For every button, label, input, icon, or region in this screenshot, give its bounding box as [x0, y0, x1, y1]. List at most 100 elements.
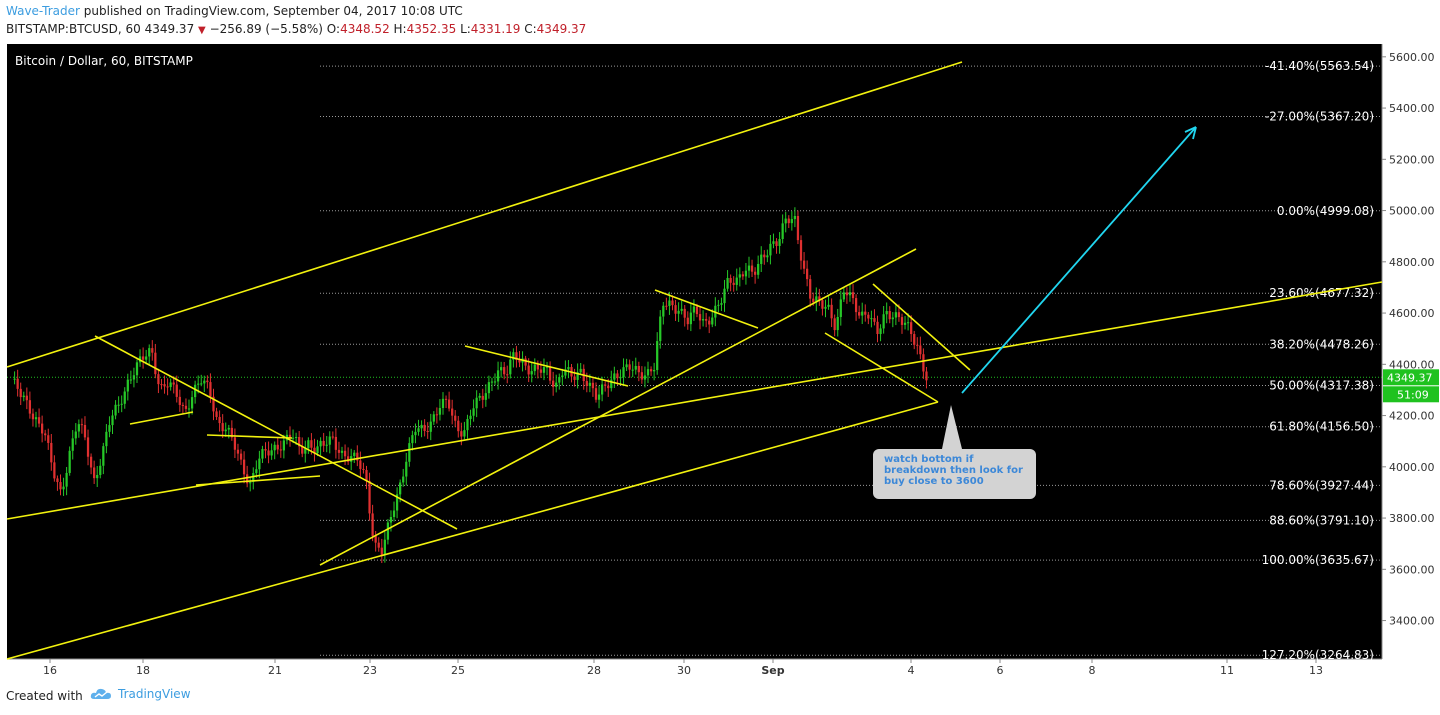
candle-body: [270, 450, 273, 456]
x-tick-label: 30: [677, 664, 691, 676]
candle-body: [750, 265, 754, 272]
candle-body: [475, 397, 478, 409]
candle-body: [414, 431, 417, 436]
chart-area[interactable]: -41.40%(5563.54) -27.00%(5367.20) 0.00%(49…: [0, 44, 1440, 676]
candle-body: [625, 364, 628, 368]
candle-body: [282, 440, 285, 451]
candle-body: [13, 378, 16, 380]
candle-body: [515, 352, 518, 360]
y-tick-label: 3400.00: [1389, 615, 1435, 628]
candle-body: [441, 398, 445, 408]
price-chart[interactable]: -41.40%(5563.54) -27.00%(5367.20) 0.00%(49…: [0, 44, 1440, 676]
candle-body: [766, 255, 769, 258]
candle-body: [472, 408, 475, 416]
candle-body: [689, 312, 692, 325]
candle-body: [558, 377, 561, 383]
candle-body: [334, 436, 338, 450]
left-margin: [0, 44, 7, 676]
candle-body: [613, 373, 616, 380]
candle-body: [744, 270, 748, 277]
candle-body: [44, 433, 47, 436]
x-tick-label: 13: [1309, 664, 1323, 676]
candle-body: [527, 365, 530, 375]
candle-body: [579, 368, 582, 373]
candle-body: [536, 364, 539, 370]
candle-body: [665, 305, 668, 307]
author-link[interactable]: Wave-Trader: [6, 4, 80, 18]
candle-body: [276, 444, 279, 450]
candle-body: [117, 404, 120, 406]
target-arrow-head: [1184, 126, 1197, 140]
candle-body: [729, 277, 732, 283]
candle-body: [218, 416, 221, 424]
candle-body: [239, 453, 243, 460]
candle-body: [757, 263, 760, 275]
candle-body: [89, 456, 93, 468]
candle-body: [842, 292, 845, 300]
candle-body: [882, 314, 885, 329]
candle-body: [845, 292, 849, 296]
brand-label: TradingView: [118, 687, 191, 701]
candle-body: [548, 366, 552, 381]
candle-body: [451, 408, 454, 416]
candle-body: [894, 312, 897, 318]
symbol-label: BITSTAMP:BTCUSD, 60: [6, 22, 141, 36]
candle-body: [854, 298, 858, 313]
candle-body: [157, 374, 160, 385]
candle-body: [466, 419, 469, 431]
candle-body: [530, 371, 533, 375]
candle-body: [37, 417, 41, 424]
candle-body: [741, 274, 744, 277]
candle-body: [619, 377, 622, 379]
candle-body: [555, 382, 558, 387]
candle-body: [818, 296, 821, 301]
candle-body: [827, 304, 830, 307]
candle-body: [775, 241, 778, 246]
candle-body: [812, 298, 815, 303]
candle-body: [408, 443, 411, 462]
candle-body: [221, 423, 224, 432]
candle-body: [77, 424, 80, 432]
candle-body: [380, 547, 383, 556]
candle-body: [680, 308, 683, 311]
candle-body: [377, 542, 380, 548]
candle-body: [585, 381, 588, 386]
candle-body: [653, 370, 656, 372]
candle-body: [184, 405, 188, 409]
candle-body: [858, 312, 861, 316]
candle-body: [708, 320, 711, 325]
candle-body: [200, 383, 203, 385]
candle-body: [337, 449, 341, 453]
candle-body: [561, 375, 564, 378]
candle-body: [154, 352, 157, 375]
candle-body: [695, 306, 699, 315]
high-value: 4352.35: [406, 22, 457, 36]
y-tick-label: 3600.00: [1389, 563, 1435, 576]
candle-body: [328, 436, 331, 445]
candle-body: [913, 334, 916, 345]
y-tick-label: 5400.00: [1389, 102, 1435, 115]
candle-body: [778, 239, 781, 246]
candle-body: [533, 364, 536, 372]
candle-body: [123, 391, 126, 404]
candle-body: [692, 306, 696, 313]
candle-body: [591, 382, 595, 389]
candle-body: [922, 354, 925, 372]
candle-body: [209, 382, 212, 397]
x-tick-label: 16: [43, 664, 57, 676]
y-tick-label: 5600.00: [1389, 51, 1435, 64]
candle-body: [273, 444, 276, 451]
candle-body: [454, 415, 457, 421]
candle-body: [31, 413, 35, 420]
candle-body: [509, 359, 512, 375]
candle-body: [203, 380, 206, 384]
candle-body: [686, 317, 689, 325]
candle-body: [668, 300, 671, 306]
candle-body: [145, 356, 148, 360]
trendline: [6, 61, 963, 368]
candle-body: [359, 460, 362, 469]
tradingview-brand-link[interactable]: TradingView: [90, 687, 191, 701]
candle-body: [417, 428, 420, 432]
candle-body: [50, 442, 53, 463]
y-tick-label: 5200.00: [1389, 153, 1435, 166]
